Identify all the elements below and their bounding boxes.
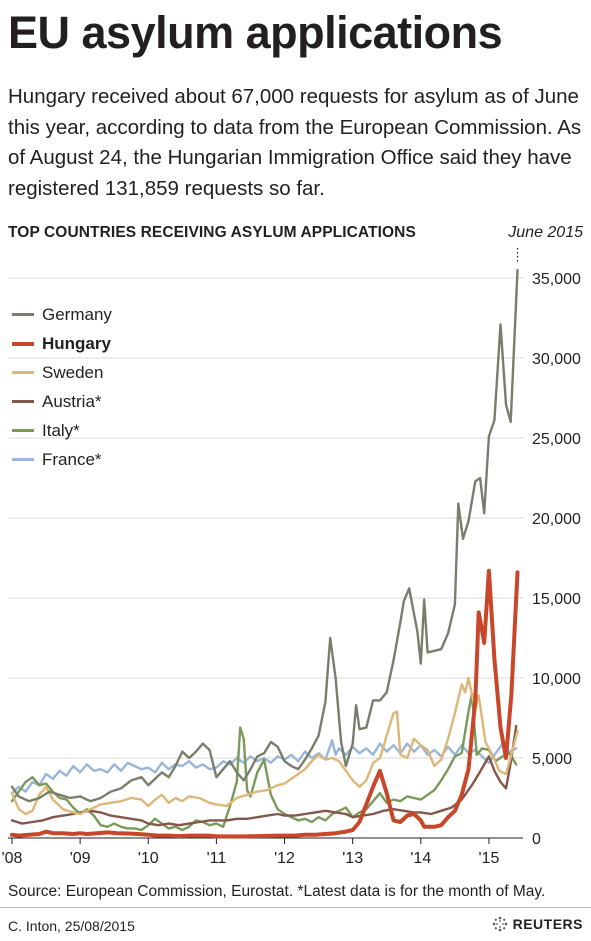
legend-item-germany: Germany — [12, 300, 112, 329]
footer-divider — [0, 907, 591, 908]
series-line-sweden — [10, 676, 519, 816]
series-line-germany — [10, 268, 519, 803]
legend-item-france: France* — [12, 445, 112, 474]
x-tick-label: '12 — [274, 850, 295, 867]
source-note: Source: European Commission, Eurostat. *… — [8, 883, 546, 900]
credit-line: C. Inton, 25/08/2015 — [8, 918, 135, 934]
y-tick-label: 35,000 — [532, 271, 581, 288]
legend-swatch — [12, 313, 34, 316]
latest-date-annotation: June 2015 — [508, 224, 583, 241]
reuters-logo-icon — [492, 916, 507, 932]
legend-item-sweden: Sweden — [12, 358, 112, 387]
x-tick-label: '10 — [138, 850, 159, 867]
x-tick-label: '08 — [2, 850, 23, 867]
x-tick-label: '13 — [342, 850, 363, 867]
legend-swatch — [12, 371, 34, 374]
brand-name: REUTERS — [512, 916, 583, 932]
y-tick-label: 10,000 — [532, 671, 581, 688]
y-tick-label: 5,000 — [532, 751, 572, 768]
x-tick-label: '14 — [410, 850, 431, 867]
legend-swatch — [12, 458, 34, 461]
y-tick-label: 0 — [532, 831, 541, 848]
brand-logo: REUTERS — [492, 916, 583, 932]
legend-item-austria: Austria* — [12, 387, 112, 416]
y-tick-label: 25,000 — [532, 431, 581, 448]
x-tick-label: '09 — [70, 850, 91, 867]
legend-item-hungary: Hungary — [12, 329, 112, 358]
legend-label: Germany — [42, 304, 112, 324]
legend-swatch — [12, 429, 34, 432]
legend-swatch — [12, 400, 34, 403]
legend-label: Italy* — [42, 420, 80, 440]
legend-label: France* — [42, 449, 102, 469]
chart-legend: Germany Hungary Sweden Austria* Italy* France… — [12, 300, 112, 474]
series-line-hungary — [10, 568, 520, 839]
page-subtitle: Hungary received about 67,000 requests f… — [8, 85, 582, 200]
series-line-italy — [10, 692, 518, 832]
legend-item-italy: Italy* — [12, 416, 112, 445]
y-tick-label: 20,000 — [532, 511, 581, 528]
series-line-austria — [10, 724, 518, 827]
x-tick-label: '11 — [207, 850, 227, 867]
page-title: EU asylum applications — [8, 7, 503, 58]
line-chart: 0 5,000 10,000 15,000 20,000 25,000 30,000 35,0… — [2, 248, 581, 867]
y-tick-label: 30,000 — [532, 351, 581, 368]
x-tick-label: '15 — [479, 850, 500, 867]
series-line-france — [10, 739, 518, 795]
legend-label: Sweden — [42, 362, 104, 382]
legend-label: Hungary — [42, 333, 111, 353]
y-tick-label: 15,000 — [532, 591, 581, 608]
legend-label: Austria* — [42, 391, 102, 411]
chart-title: TOP COUNTRIES RECEIVING ASYLUM APPLICATI… — [8, 224, 416, 241]
legend-swatch — [12, 341, 34, 346]
